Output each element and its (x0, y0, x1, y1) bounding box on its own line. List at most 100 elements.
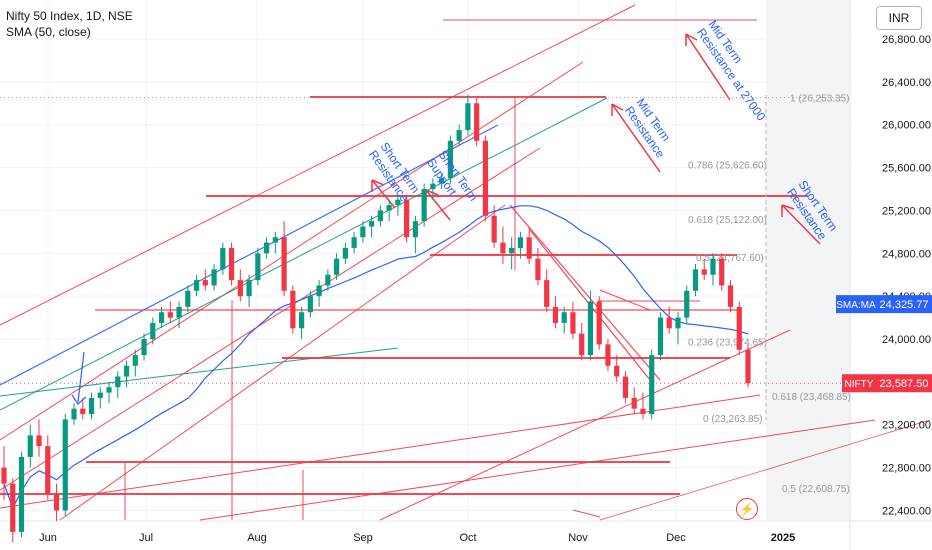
candle-body (614, 365, 620, 377)
candle-body (211, 269, 217, 286)
candle-body (97, 392, 103, 398)
candle-body (465, 103, 471, 131)
candle-body (684, 290, 690, 318)
fib-level-label: 0.786 (25,626.60) (688, 161, 767, 172)
price-tick-label: 26,800.00 (882, 34, 931, 46)
candle-body (552, 306, 559, 323)
price-tick-label: 22,800.00 (882, 463, 931, 475)
lightning-icon[interactable]: ⚡ (736, 498, 758, 520)
candle-body (220, 247, 226, 270)
price-axis: 26,800.00 26,400.00 26,000.00 25,600.00 25,2… (882, 34, 931, 517)
candle-body (167, 312, 173, 318)
candle-body (719, 258, 725, 286)
price-tick-label: 25,600.00 (882, 163, 931, 175)
indicator-label[interactable]: SMA (50, close) (6, 25, 91, 39)
candle-body (342, 247, 348, 259)
candle-body (45, 446, 51, 495)
candle-body (570, 312, 576, 334)
candle-body (36, 435, 42, 447)
candle-body (228, 247, 235, 281)
candle-body (395, 199, 401, 206)
chart-header: Nifty 50 Index, 1D, NSE SMA (50, close) (6, 8, 133, 40)
candle-body (675, 317, 681, 329)
candle-body (316, 285, 322, 297)
candle-body (535, 258, 541, 281)
candle-body (430, 183, 436, 190)
candle-body (605, 344, 611, 366)
candle-body (53, 494, 60, 511)
fib-levels: 1 (26,253.35) 0.786 (25,626.60) 0.618 (25,… (0, 94, 851, 495)
fib-level-label: 1 (26,253.35) (790, 94, 850, 105)
candle-body (360, 226, 366, 238)
candle-body (439, 178, 445, 184)
candle-body (482, 140, 489, 216)
time-tick-label: Sep (353, 532, 373, 544)
candle-body (27, 435, 33, 457)
candle-body (500, 242, 506, 254)
fib-level-label: 0.236 (23,974.65) (688, 338, 767, 349)
fib-level-label: 0.5 (24,767.60) (696, 253, 764, 264)
candle-body (202, 280, 208, 286)
sma-badge-label: SMA:MA (836, 300, 876, 311)
candle-body (158, 312, 165, 323)
candle-body (18, 456, 25, 532)
axis-panel (850, 0, 932, 550)
time-tick-label: Oct (459, 532, 476, 544)
candle-body (404, 199, 410, 238)
candle-body (290, 290, 296, 329)
candle-body (281, 237, 287, 291)
price-tick-label: 25,200.00 (882, 205, 931, 217)
symbol-badge-label-bg (842, 374, 876, 393)
fib-level-label: 0.618 (23,468.85) (772, 392, 851, 403)
candle-body (237, 280, 243, 297)
candle-body (587, 301, 594, 356)
candle-body (263, 242, 270, 254)
candle-body (692, 269, 699, 291)
candle-body (447, 140, 453, 179)
sma-50-line (3, 205, 749, 510)
price-tick-label: 24,800.00 (882, 248, 931, 260)
candle-body (491, 215, 497, 243)
symbol-badge-label: NIFTY (845, 379, 874, 390)
candle-body (71, 408, 77, 420)
candle-body (474, 103, 480, 141)
candle-body (246, 280, 252, 297)
candle-body (106, 387, 112, 393)
future-zone (766, 0, 850, 520)
candle-body (62, 419, 68, 511)
chart-title: Nifty 50 Index, 1D, NSE (6, 9, 133, 23)
candle-body (456, 130, 462, 141)
candle-body (701, 269, 707, 275)
candle-body (115, 376, 121, 388)
candle-body (255, 253, 261, 281)
candle-body (657, 317, 664, 356)
candle-body (517, 237, 524, 248)
symbol-badge-value-bg (876, 374, 932, 393)
candle-body (421, 189, 427, 222)
candle-body (176, 306, 182, 318)
candle-body (412, 221, 418, 238)
currency-unit[interactable]: INR (876, 6, 922, 30)
candle-body (386, 205, 392, 211)
price-tick-label: 23,200.00 (882, 420, 931, 432)
time-tick-label: Jul (139, 532, 153, 544)
time-tick-label: Dec (666, 532, 686, 544)
candle-body (193, 280, 200, 291)
price-badges: SMA:MA 24,325.77 NIFTY 23,587.50 (836, 295, 932, 393)
candle-body (132, 355, 138, 366)
time-tick-label: Aug (247, 532, 267, 544)
candle-body (622, 376, 629, 398)
candle-body (272, 237, 278, 243)
sma-line (3, 205, 749, 510)
candle-body (369, 221, 375, 227)
candle-body (649, 355, 655, 415)
time-tick-label: Nov (568, 532, 588, 544)
candle-body (710, 258, 716, 275)
candle-body (307, 296, 313, 313)
candle-body (325, 274, 331, 286)
candle-body (727, 285, 734, 307)
trend-lines (0, 4, 931, 521)
candle-body (561, 312, 567, 323)
candle-body (526, 237, 532, 259)
